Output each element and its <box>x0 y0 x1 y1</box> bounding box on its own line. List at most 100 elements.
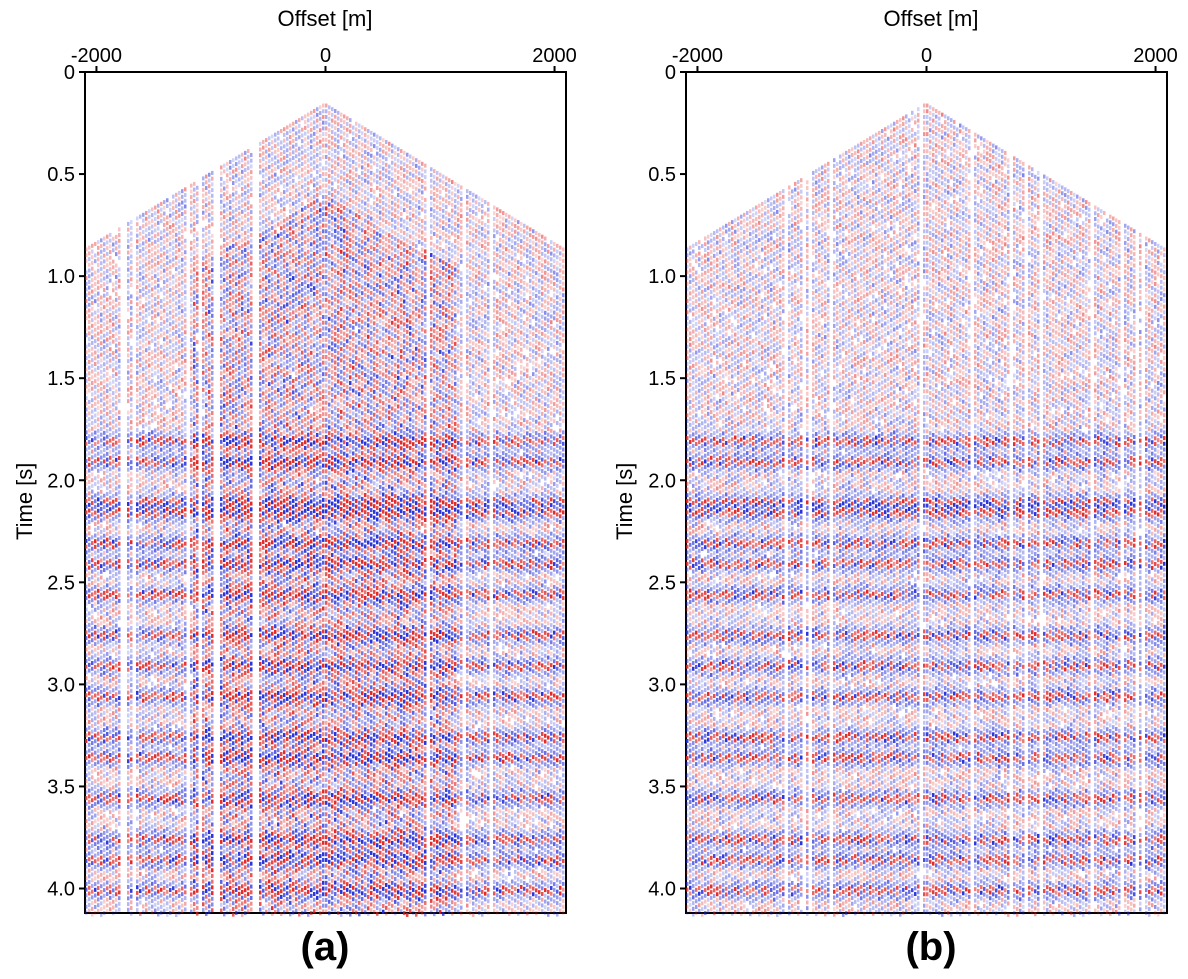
trace-sample <box>175 484 178 489</box>
trace-sample <box>205 506 208 511</box>
trace-sample <box>229 165 232 170</box>
trace-sample <box>208 447 211 452</box>
trace-sample <box>154 474 157 479</box>
trace-sample <box>220 902 223 907</box>
trace-sample <box>115 463 118 468</box>
trace-sample <box>229 257 232 262</box>
trace-sample <box>226 361 229 366</box>
trace-sample <box>148 672 151 677</box>
trace-sample <box>148 454 151 459</box>
trace-sample <box>112 425 115 430</box>
trace-sample <box>211 336 214 341</box>
trace-sample <box>88 422 91 427</box>
trace-sample <box>139 706 142 711</box>
trace-sample <box>181 714 184 719</box>
trace-sample <box>205 180 208 185</box>
trace-sample <box>118 547 121 552</box>
trace-sample <box>208 207 211 212</box>
trace-sample <box>136 473 139 478</box>
trace-sample <box>151 613 154 618</box>
trace-sample <box>220 222 223 227</box>
trace-sample <box>115 366 118 371</box>
trace-sample <box>94 259 97 264</box>
trace-sample <box>154 308 157 313</box>
trace-sample <box>211 422 214 427</box>
trace-sample <box>91 306 94 311</box>
trace-sample <box>205 677 208 682</box>
trace-sample <box>226 859 229 864</box>
trace-sample <box>226 910 229 915</box>
trace-sample <box>184 873 187 878</box>
trace-sample <box>226 693 229 698</box>
trace-sample <box>220 291 223 296</box>
trace-sample <box>115 863 118 868</box>
trace-sample <box>94 544 97 549</box>
trace-sample <box>154 708 157 713</box>
trace-sample <box>226 550 229 555</box>
trace-sample <box>103 882 106 887</box>
trace-sample <box>223 449 226 454</box>
trace-sample <box>184 587 187 592</box>
trace-sample <box>181 423 184 428</box>
trace-sample <box>115 469 118 474</box>
trace-sample <box>142 247 145 252</box>
trace-sample <box>151 481 154 486</box>
trace-sample <box>181 194 184 199</box>
trace-sample <box>100 724 103 729</box>
trace-sample <box>142 578 145 583</box>
trace-sample <box>208 224 211 229</box>
trace-sample <box>154 251 157 256</box>
trace-sample <box>181 909 184 914</box>
trace-sample <box>160 407 163 412</box>
trace-sample <box>163 297 166 302</box>
trace-sample <box>106 280 109 285</box>
trace-sample <box>202 405 205 410</box>
trace-sample <box>130 688 133 693</box>
trace-sample <box>205 568 208 573</box>
trace-sample <box>103 367 106 372</box>
trace-sample <box>85 327 88 332</box>
trace-sample <box>172 566 175 571</box>
trace-sample <box>139 689 142 694</box>
trace-sample <box>130 505 133 510</box>
trace-sample <box>91 821 94 826</box>
trace-sample <box>151 533 154 538</box>
trace-sample <box>94 396 97 401</box>
trace-sample <box>139 780 142 785</box>
trace-sample <box>223 718 226 723</box>
trace-sample <box>223 552 226 557</box>
trace-sample <box>175 347 178 352</box>
trace-sample <box>94 442 97 447</box>
trace-sample <box>229 251 232 256</box>
trace-sample <box>160 716 163 721</box>
trace-sample <box>97 268 100 273</box>
trace-sample <box>157 226 160 231</box>
trace-sample <box>91 809 94 814</box>
trace-sample <box>160 733 163 738</box>
trace-sample <box>226 464 229 469</box>
trace-sample <box>175 495 178 500</box>
trace-sample <box>151 750 154 755</box>
trace-sample <box>163 691 166 696</box>
trace-sample <box>193 633 196 638</box>
trace-sample <box>172 686 175 691</box>
trace-sample <box>85 441 88 446</box>
trace-sample <box>106 686 109 691</box>
trace-sample <box>115 829 118 834</box>
trace-sample <box>184 210 187 215</box>
trace-sample <box>226 504 229 509</box>
trace-sample <box>112 311 115 316</box>
trace-sample <box>157 609 160 614</box>
trace-sample <box>115 606 118 611</box>
trace-sample <box>103 470 106 475</box>
trace-sample <box>196 877 199 882</box>
trace-sample <box>184 301 187 306</box>
trace-sample <box>97 663 100 668</box>
trace-sample <box>208 389 211 394</box>
trace-sample <box>94 590 97 595</box>
trace-sample <box>157 552 160 557</box>
trace-sample <box>169 888 172 893</box>
trace-sample <box>106 343 109 348</box>
trace-sample <box>100 346 103 351</box>
trace-sample <box>139 723 142 728</box>
